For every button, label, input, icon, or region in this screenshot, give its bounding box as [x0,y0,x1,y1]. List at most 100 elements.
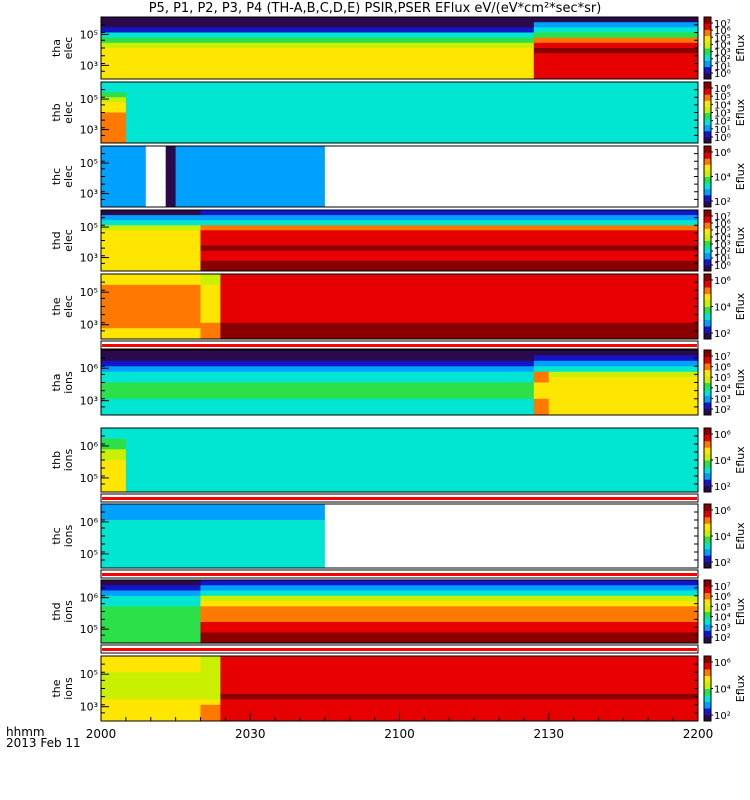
heatmap-cell [101,710,201,717]
panel-tha-elec: 10⁵10³thaelec10⁷10⁶10⁵10⁴10³10²10¹10⁰Efl… [50,16,747,80]
heatmap-cell [200,274,221,280]
heatmap-cell [200,322,221,329]
colorbar-segment [704,542,711,550]
heatmap-cell [220,274,699,280]
heatmap-cell [324,562,699,569]
heatmap-cell [101,470,127,477]
heatmap-cell [200,311,221,318]
heatmap-cell [548,409,699,416]
heatmap-cell [220,295,699,302]
heatmap-cell [324,509,699,516]
heatmap-cell [145,171,167,177]
panel-ylabel-line: thb [50,103,63,121]
heatmap-cell [145,186,167,193]
heatmap-cell [220,322,699,329]
heatmap-cell [200,328,221,335]
colorbar-tick-label: 10⁰ [714,261,731,272]
heatmap-cell [101,656,201,662]
colorbar-segment [704,35,711,43]
heatmap-cell [220,333,699,340]
heatmap-cell [101,677,201,684]
x-axis-unit-label: hhmm 2013 Feb 11 [6,726,81,750]
heatmap-cell [101,622,201,628]
colorbar-segment [704,682,711,689]
colorbar-segment [704,630,711,638]
colorbar-label: Eflux [734,446,747,474]
colorbar-segment [704,176,711,184]
colorbar-segment [704,319,711,327]
heatmap-cell [548,371,699,378]
heatmap-cell [220,666,699,673]
heatmap-cell [145,181,167,188]
heatmap-cell [533,42,699,49]
colorbar-segment [704,146,711,153]
heatmap-cell [101,481,127,488]
y-tick-label: 10⁶ [80,516,99,529]
colorbar-segment [704,656,711,663]
panel-ylabel: theions [50,677,75,700]
heatmap-cell [200,306,221,313]
panel-ylabel-line: elec [62,101,75,124]
colorbar-segment [704,701,711,709]
heatmap-cell [125,433,699,440]
heatmap-cell [101,306,201,313]
colorbar-label: Eflux [734,597,747,625]
panel-ylabel-line: ions [62,600,75,623]
heatmap-cell [101,333,201,340]
heatmap-cell [101,460,127,466]
colorbar-segment [704,94,711,101]
colorbar-frame [703,16,712,80]
y-tick-label: 10⁵ [80,221,98,234]
heatmap-cell [125,117,699,124]
x-tick-label: 2130 [533,727,565,741]
y-tick-label: 10³ [80,319,98,332]
heatmap-cell [533,360,550,367]
colorbar-segment [704,280,711,288]
y-tick-label: 10⁵ [80,668,98,681]
heatmap-cell [101,255,201,262]
colorbar-segment [704,234,711,241]
heatmap-cell [101,688,201,695]
heatmap-cell [101,161,147,167]
colorbar-tick-label: 10⁶ [714,84,731,95]
heatmap-cell [101,146,147,152]
colorbar-segment [704,598,711,606]
heatmap-cell [548,355,699,362]
colorbar-segment [704,466,711,474]
colorbar-segment [704,376,711,383]
heatmap-cell [200,656,221,662]
colorbar-label: Eflux [734,368,747,396]
colorbar-segment [704,382,711,390]
heatmap-cell [101,350,535,356]
heatmap-cell [220,688,699,695]
heatmap-cell [101,580,201,586]
colorbar-segment [704,130,711,138]
y-tick-label: 10⁵ [80,472,98,485]
colorbar-segment [704,300,711,307]
heatmap-cell [200,699,221,706]
heatmap-cell [101,191,147,198]
heatmap-cell [200,590,699,597]
heatmap-cell [200,245,699,252]
heatmap-cell [324,201,699,208]
heatmap-cell [101,260,201,267]
colorbar-tick-label: 10⁴ [714,685,731,696]
y-tick-label: 10⁵ [80,286,98,299]
heatmap-cell [101,590,201,597]
heatmap-cell [125,481,699,488]
colorbar-segment [704,395,711,403]
colorbar-segment [704,453,711,461]
panel-ylabel: thcelec [50,165,75,188]
colorbar-segment [704,592,711,600]
y-tick-label: 10⁶ [80,592,99,605]
colorbar-segment [704,274,711,281]
panel-ylabel: thcions [50,524,75,547]
heatmap-cell [101,112,127,119]
x-axis-date: 2013 Feb 11 [6,736,81,750]
heatmap-cell [200,611,699,618]
x-tick-label: 2000 [85,727,117,741]
heatmap-cell [200,301,221,307]
colorbar-tick-label: 10⁶ [714,592,731,603]
